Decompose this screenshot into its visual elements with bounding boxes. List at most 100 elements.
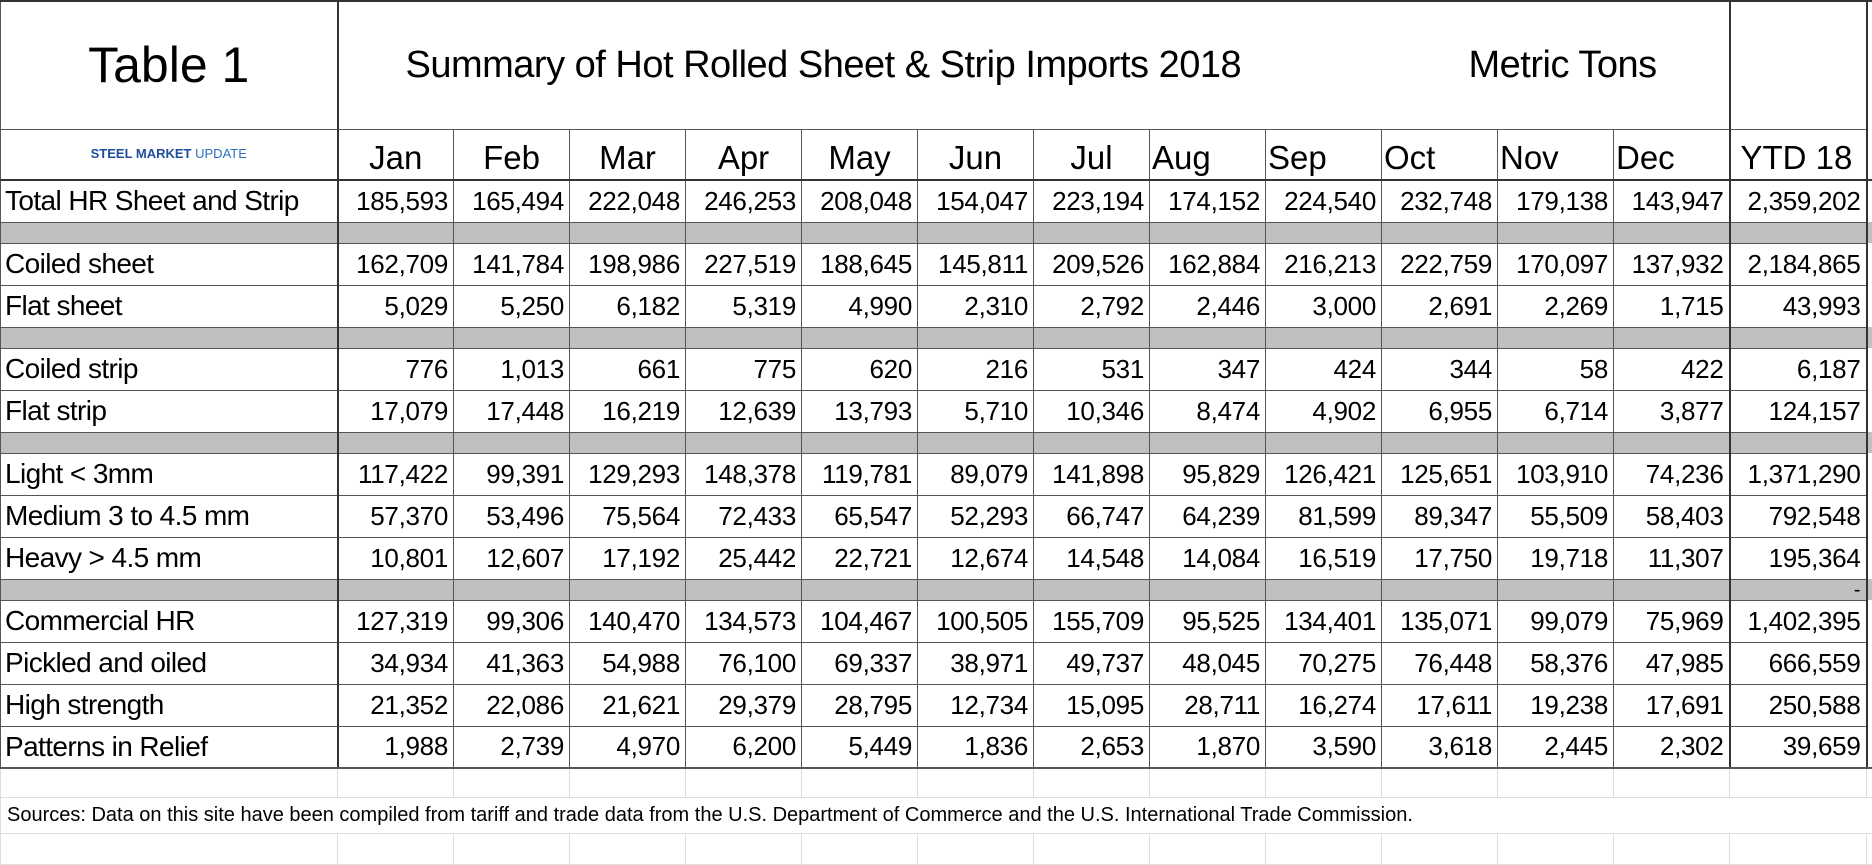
cell-value: 38,971 (918, 642, 1034, 684)
row-label: Coiled strip (1, 348, 338, 390)
cell-value: 74,236 (1614, 453, 1730, 495)
column-header: Aug (1150, 129, 1266, 180)
cell-value: 162,709 (338, 243, 454, 285)
blank-cell (570, 768, 686, 797)
blank-cell (1498, 833, 1614, 864)
cell-value: 347 (1150, 348, 1266, 390)
cell-value: 21,621 (570, 684, 686, 726)
blank-cell (1730, 768, 1867, 797)
column-header: Jun (918, 129, 1034, 180)
cell-value: 47,985 (1614, 642, 1730, 684)
title-cell: Summary of Hot Rolled Sheet & Strip Impo… (338, 1, 1730, 129)
cell-value: 65,547 (802, 495, 918, 537)
blank-row (1, 768, 1872, 797)
cell-value: 127,319 (338, 600, 454, 642)
cell-value: 666,559 (1730, 642, 1867, 684)
cell-value: 17,448 (454, 390, 570, 432)
separator-cell (1034, 327, 1150, 348)
edge (1867, 537, 1872, 579)
cell-value: 5,710 (918, 390, 1034, 432)
column-header: Mar (570, 129, 686, 180)
separator-cell (802, 222, 918, 243)
cell-value: 12,607 (454, 537, 570, 579)
edge (1867, 726, 1872, 768)
cell-value: 179,138 (1498, 180, 1614, 222)
cell-value: 2,310 (918, 285, 1034, 327)
edge (1867, 348, 1872, 390)
cell-value: 17,750 (1382, 537, 1498, 579)
separator-cell (338, 222, 454, 243)
row-label: Total HR Sheet and Strip (1, 180, 338, 222)
column-header: Dec (1614, 129, 1730, 180)
cell-value: 12,734 (918, 684, 1034, 726)
blank-cell (1150, 833, 1266, 864)
edge (1867, 285, 1872, 327)
cell-value: 119,781 (802, 453, 918, 495)
cell-value: 21,352 (338, 684, 454, 726)
sources-row: Sources: Data on this site have been com… (1, 797, 1872, 833)
cell-value: 99,079 (1498, 600, 1614, 642)
cell-value: 129,293 (570, 453, 686, 495)
sources: Sources: Data on this site have been com… (1, 797, 1872, 833)
cell-value: 1,371,290 (1730, 453, 1867, 495)
column-header: Jan (338, 129, 454, 180)
cell-value: 75,969 (1614, 600, 1730, 642)
separator-cell (1266, 432, 1382, 453)
cell-value: 126,421 (1266, 453, 1382, 495)
cell-value: 155,709 (1034, 600, 1150, 642)
cell-value: 43,993 (1730, 285, 1867, 327)
edge (1867, 180, 1872, 222)
edge (1867, 432, 1872, 453)
separator-cell (1614, 327, 1730, 348)
blank-cell (1867, 833, 1872, 864)
cell-value: 124,157 (1730, 390, 1867, 432)
cell-value: 223,194 (1034, 180, 1150, 222)
separator-cell (1498, 579, 1614, 600)
blank-row (1, 833, 1872, 864)
cell-value: 141,784 (454, 243, 570, 285)
row-label: Pickled and oiled (1, 642, 338, 684)
cell-value: 52,293 (918, 495, 1034, 537)
cell-value: 17,079 (338, 390, 454, 432)
cell-value: 1,836 (918, 726, 1034, 768)
cell-value: 13,793 (802, 390, 918, 432)
blank-cell (1382, 768, 1498, 797)
separator-cell (1614, 222, 1730, 243)
separator-cell (1, 327, 338, 348)
edge (1867, 1, 1872, 129)
cell-value: 198,986 (570, 243, 686, 285)
cell-value: 99,391 (454, 453, 570, 495)
cell-value: 2,184,865 (1730, 243, 1867, 285)
separator-cell (1614, 579, 1730, 600)
separator-cell (686, 579, 802, 600)
blank-cell (1730, 833, 1867, 864)
blank-cell (454, 833, 570, 864)
row-label: Flat sheet (1, 285, 338, 327)
cell-value: 19,718 (1498, 537, 1614, 579)
edge (1867, 129, 1872, 180)
blank-cell (338, 768, 454, 797)
cell-value: 54,988 (570, 642, 686, 684)
blank-cell (1034, 833, 1150, 864)
cell-value: 2,739 (454, 726, 570, 768)
cell-value: 2,269 (1498, 285, 1614, 327)
separator-cell (570, 222, 686, 243)
cell-value: 141,898 (1034, 453, 1150, 495)
separator-cell (802, 432, 918, 453)
cell-value: 16,519 (1266, 537, 1382, 579)
cell-value: 222,048 (570, 180, 686, 222)
cell-value: 344 (1382, 348, 1498, 390)
separator-cell (454, 579, 570, 600)
separator-cell (454, 432, 570, 453)
blank-cell (686, 768, 802, 797)
cell-value: 1,870 (1150, 726, 1266, 768)
cell-value: 140,470 (570, 600, 686, 642)
cell-value: 10,801 (338, 537, 454, 579)
cell-value: 95,829 (1150, 453, 1266, 495)
cell-value: 100,505 (918, 600, 1034, 642)
cell-value: 58,403 (1614, 495, 1730, 537)
separator-cell (338, 579, 454, 600)
column-header: Sep (1266, 129, 1382, 180)
cell-value: 12,639 (686, 390, 802, 432)
